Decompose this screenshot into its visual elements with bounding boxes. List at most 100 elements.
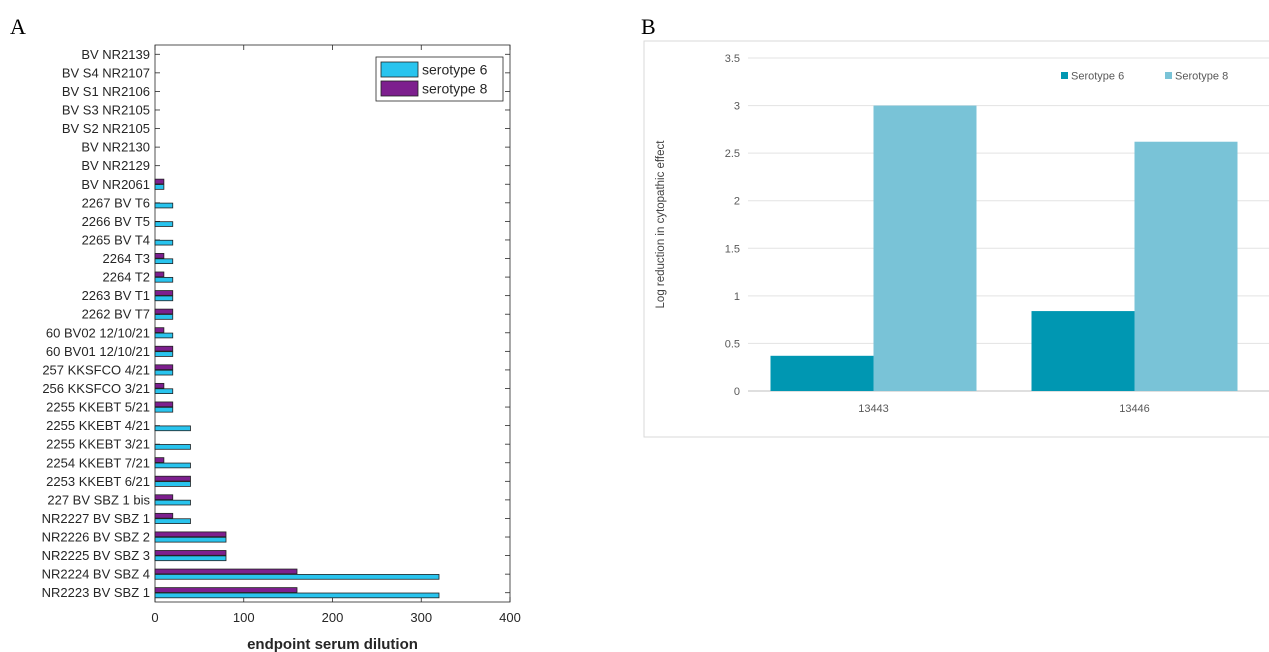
bar-serotype-8 bbox=[154, 568, 298, 575]
bar-serotype-8 bbox=[154, 457, 165, 463]
bar-serotype-6 bbox=[154, 184, 165, 190]
bar-serotype-8 bbox=[154, 271, 165, 278]
y-category-label: 257 KKSFCO 4/21 bbox=[42, 362, 150, 377]
y-category-label: 2262 BV T7 bbox=[82, 307, 150, 322]
bar-serotype-8 bbox=[154, 308, 174, 315]
x-axis-label: endpoint serum dilution bbox=[247, 636, 418, 652]
bar-serotype-8 bbox=[154, 364, 174, 371]
bar-serotype-6 bbox=[154, 499, 191, 506]
y-category-label: NR2227 BV SBZ 1 bbox=[42, 511, 150, 526]
bar-serotype-8 bbox=[154, 382, 165, 389]
bar-serotype-6 bbox=[154, 276, 174, 283]
bar-serotype-6 bbox=[1031, 311, 1135, 391]
y-category-label: BV S1 NR2106 bbox=[62, 84, 150, 99]
legend-swatch bbox=[1061, 72, 1068, 79]
legend-label: serotype 6 bbox=[422, 62, 488, 78]
bar-serotype-6 bbox=[154, 555, 227, 562]
bar-serotype-8 bbox=[154, 253, 165, 259]
y-category-label: 2253 KKEBT 6/21 bbox=[46, 474, 150, 489]
bar-serotype-8 bbox=[154, 290, 174, 296]
legend-label: Serotype 8 bbox=[1175, 71, 1228, 83]
y-category-label: NR2223 BV SBZ 1 bbox=[42, 585, 150, 600]
bar-serotype-6 bbox=[154, 481, 191, 487]
bar-serotype-6 bbox=[154, 258, 174, 265]
bar-serotype-6 bbox=[154, 462, 191, 469]
bar-serotype-8 bbox=[154, 494, 174, 500]
x-tick-label: 100 bbox=[233, 610, 255, 625]
bar-serotype-8 bbox=[154, 401, 174, 408]
y-category-label: 2264 T3 bbox=[103, 251, 150, 266]
y-tick-label: 1 bbox=[734, 291, 740, 303]
bar-serotype-6 bbox=[154, 406, 174, 413]
bar-serotype-6 bbox=[154, 425, 191, 432]
bar-serotype-6 bbox=[154, 536, 227, 543]
x-tick-label: 200 bbox=[322, 610, 344, 625]
y-axis-label: Log reduction in cytopathic effect bbox=[655, 140, 667, 309]
bar-serotype-6 bbox=[154, 574, 440, 580]
y-category-label: 2255 KKEBT 3/21 bbox=[46, 437, 150, 452]
y-tick-label: 1.5 bbox=[725, 243, 740, 255]
bar-serotype-8 bbox=[154, 475, 191, 482]
bar-serotype-8 bbox=[873, 105, 977, 392]
panel-b-letter: B bbox=[641, 14, 656, 39]
panel-a-letter: A bbox=[10, 14, 26, 39]
y-tick-label: 3 bbox=[734, 101, 740, 113]
y-category-label: BV NR2061 bbox=[81, 177, 150, 192]
y-category-label: BV NR2139 bbox=[81, 47, 150, 62]
x-tick-label: 300 bbox=[410, 610, 432, 625]
y-category-label: NR2224 BV SBZ 4 bbox=[42, 567, 150, 582]
y-category-label: BV NR2129 bbox=[81, 158, 150, 173]
bar-serotype-6 bbox=[154, 221, 174, 227]
y-category-label: 2266 BV T5 bbox=[82, 214, 150, 229]
bar-serotype-6 bbox=[154, 592, 440, 599]
y-category-label: 60 BV01 12/10/21 bbox=[46, 344, 150, 359]
y-tick-label: 3.5 bbox=[725, 53, 740, 65]
y-category-label: BV NR2130 bbox=[81, 140, 150, 155]
x-tick-label: 0 bbox=[151, 610, 158, 625]
bar-serotype-6 bbox=[154, 295, 174, 302]
y-category-label: NR2225 BV SBZ 3 bbox=[42, 548, 150, 563]
y-category-label: 2265 BV T4 bbox=[82, 232, 150, 247]
chart-b-border bbox=[643, 40, 1269, 438]
y-category-label: 60 BV02 12/10/21 bbox=[46, 325, 150, 340]
bar-serotype-8 bbox=[1134, 141, 1238, 391]
bar-serotype-8 bbox=[154, 345, 174, 352]
bar-serotype-6 bbox=[770, 355, 874, 391]
bar-serotype-8 bbox=[154, 531, 227, 538]
y-category-label: 2264 T2 bbox=[103, 270, 150, 285]
bar-serotype-6 bbox=[154, 202, 174, 209]
legend-swatch bbox=[1165, 72, 1172, 79]
bar-serotype-6 bbox=[154, 351, 174, 357]
bar-serotype-8 bbox=[154, 178, 165, 185]
x-tick-label: 400 bbox=[499, 610, 521, 625]
y-category-label: 2254 KKEBT 7/21 bbox=[46, 455, 150, 470]
y-category-label: 2255 KKEBT 4/21 bbox=[46, 418, 150, 433]
bar-serotype-6 bbox=[154, 518, 191, 524]
legend-swatch bbox=[380, 80, 419, 97]
bar-serotype-8 bbox=[154, 327, 165, 333]
x-category-label: 13446 bbox=[1119, 403, 1150, 415]
y-tick-label: 2 bbox=[734, 196, 740, 208]
bar-serotype-6 bbox=[154, 388, 174, 394]
bar-serotype-8 bbox=[154, 587, 298, 593]
bar-serotype-6 bbox=[154, 369, 174, 376]
y-category-label: NR2226 BV SBZ 2 bbox=[42, 530, 150, 545]
bar-serotype-6 bbox=[154, 332, 174, 339]
bar-serotype-6 bbox=[154, 314, 174, 320]
x-category-label: 13443 bbox=[858, 403, 889, 415]
bar-serotype-8 bbox=[154, 550, 227, 556]
y-category-label: 2267 BV T6 bbox=[82, 195, 150, 210]
y-category-label: BV S4 NR2107 bbox=[62, 65, 150, 80]
bar-serotype-6 bbox=[154, 239, 174, 246]
y-category-label: 2263 BV T1 bbox=[82, 288, 150, 303]
y-tick-label: 0.5 bbox=[725, 338, 740, 350]
legend-swatch bbox=[380, 61, 419, 78]
legend-label: serotype 8 bbox=[422, 81, 488, 97]
y-category-label: BV S2 NR2105 bbox=[62, 121, 150, 136]
y-tick-label: 0 bbox=[734, 386, 740, 398]
y-category-label: BV S3 NR2105 bbox=[62, 102, 150, 117]
legend-label: Serotype 6 bbox=[1071, 71, 1124, 83]
bar-serotype-8 bbox=[154, 512, 174, 519]
